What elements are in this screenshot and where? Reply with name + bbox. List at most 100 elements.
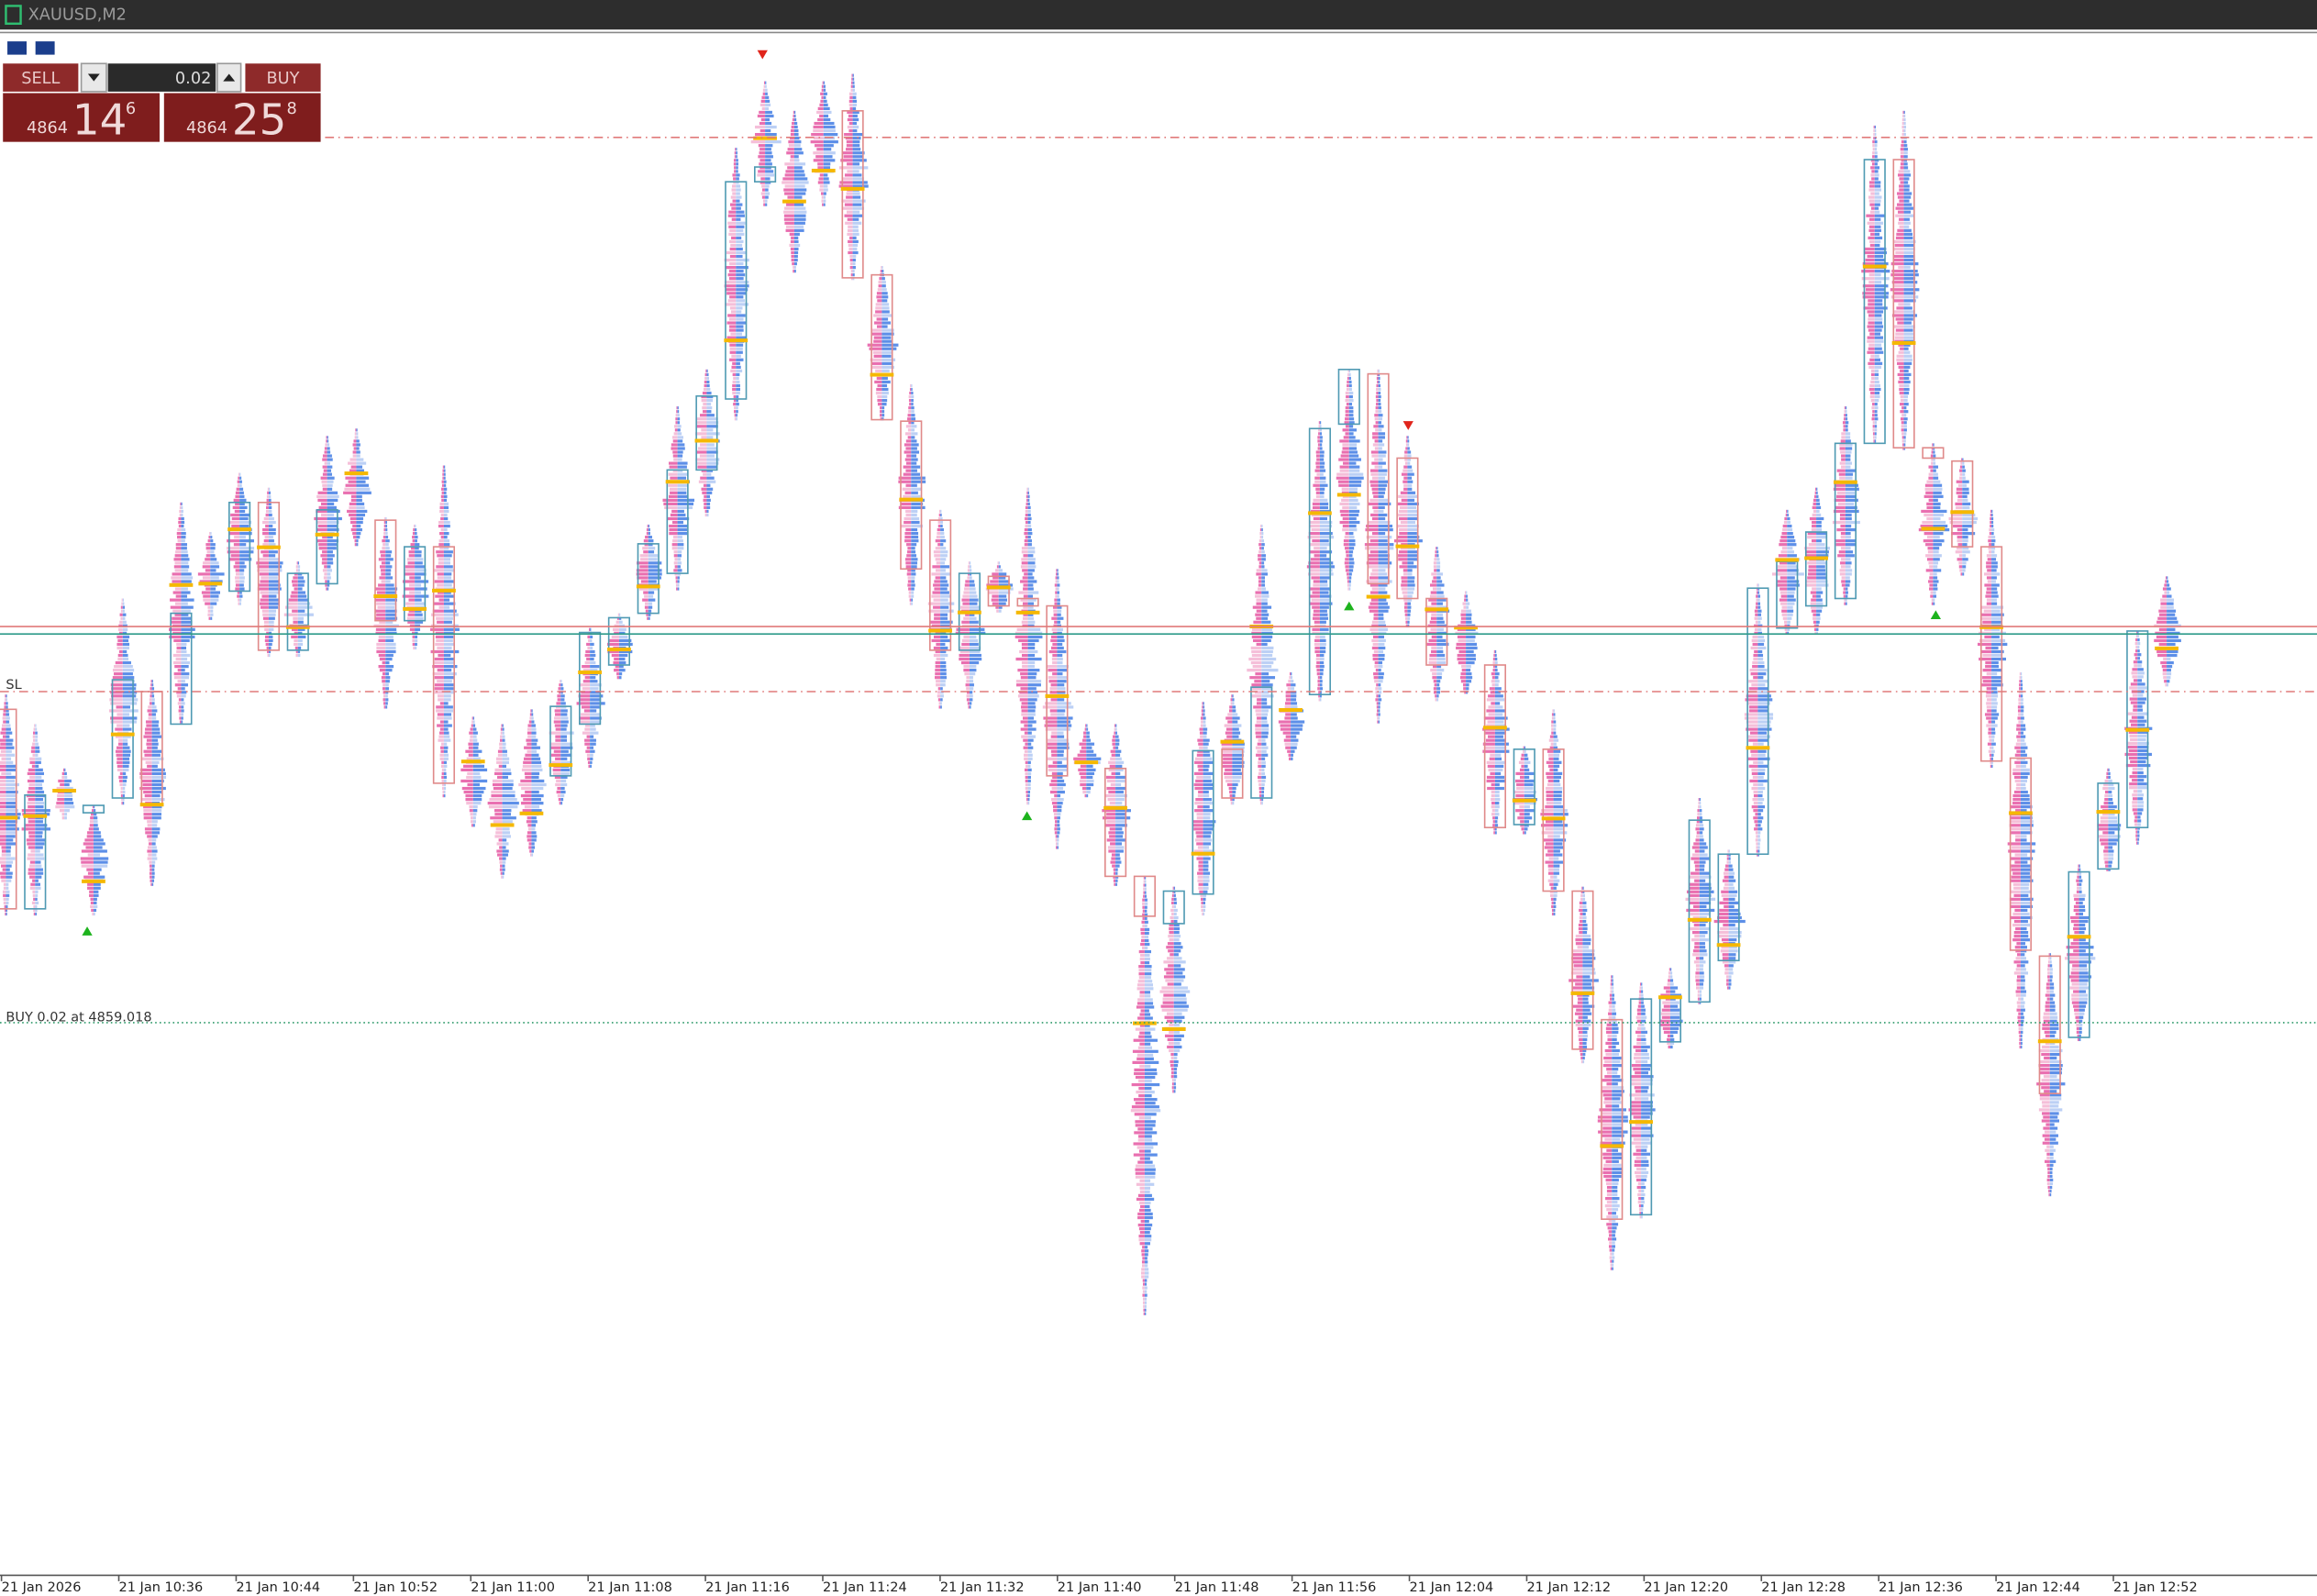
profile-bar [911,425,917,428]
profile-bar [405,565,416,569]
profile-bar [1144,1071,1158,1076]
profile-bar [1226,782,1233,787]
profile-bar [585,649,591,654]
profile-bar [61,816,65,820]
profile-bar [6,702,8,705]
profile-bar [1283,738,1292,742]
profile-bar [1319,487,1325,491]
profile-bar [263,620,269,624]
profile-bar [326,587,327,591]
profile-bar [877,299,882,303]
profile-bar [1436,616,1444,620]
profile-bar [607,649,619,654]
profile-bar [1042,705,1058,709]
profile-bar [1201,713,1203,716]
profile-bar [322,550,327,554]
profile-bar [502,760,510,764]
profile-bar [205,558,211,561]
profile-bar [1144,891,1147,894]
profile-bar [940,598,948,602]
profile-bar [909,602,912,605]
profile-bar [1232,768,1241,771]
profile-bar [179,505,182,510]
profile-bar [1,846,6,849]
profile-bar [560,698,565,702]
profile-bar [1436,587,1442,591]
profile-bar [1261,613,1269,616]
profile-bar [1144,1275,1149,1279]
profile-bar [1027,724,1033,727]
profile-bar [1138,1094,1145,1098]
profile-bar [443,694,451,698]
profile-bar [1317,680,1320,683]
profile-bar [729,306,737,310]
profile-bar [616,676,619,680]
profile-bar [1372,476,1379,480]
profile-bar [706,421,719,425]
profile-bar [33,912,36,916]
profile-bar [706,505,711,510]
profile-bar [969,580,975,583]
profile-bar [385,587,398,591]
profile-bar [122,798,125,802]
profile-bar [1168,949,1174,953]
profile-bar [239,480,242,483]
profile-bar [1348,439,1360,443]
profile-bar [531,713,534,716]
profile-bar [618,631,626,635]
profile-bar [115,749,123,753]
profile-bar [550,753,561,757]
profile-bar [1314,480,1320,483]
toolbar-icon[interactable] [7,41,27,55]
profile-bar [729,325,737,328]
profile-bar [228,520,240,525]
profile-bar [878,281,882,284]
profile-bar [584,738,591,742]
profile-bar [1104,793,1116,798]
toolbar-icon[interactable] [35,41,55,55]
profile-bar [1407,516,1418,521]
profile-bar [823,155,833,159]
profile-bar [64,771,67,776]
profile-bar [3,882,6,886]
profile-bar [736,317,744,321]
profile-bar [1115,816,1131,820]
profile-bar [443,509,449,514]
profile-bar [1169,931,1174,935]
profile-bar [441,480,444,483]
profile-bar [268,649,272,654]
profile-bar [1057,653,1063,658]
profile-bar [1431,602,1437,605]
profile-bar [793,258,798,262]
profile-bar [822,203,824,206]
profile-bar [1027,753,1033,757]
profile-bar [268,509,272,514]
profile-bar [492,782,503,787]
candle [256,487,283,658]
profile-bar [1144,1075,1156,1080]
profile-bar [470,820,473,824]
profile-bar [580,698,591,702]
profile-bar [1394,539,1408,543]
profile-bar [911,569,915,572]
profile-bar [1319,598,1330,602]
profile-bar [935,649,941,654]
profile-bar [580,683,591,687]
profile-bar [353,536,357,539]
profile-bar [1348,436,1356,439]
profile-bar [496,849,503,853]
profile-bar [1057,598,1060,602]
profile-bar [527,742,532,746]
profile-bar [755,133,766,137]
profile-bar [1286,683,1292,687]
profile-bar [442,472,444,476]
profile-bar [415,576,421,580]
profile-bar [261,609,269,613]
profile-bar [112,669,123,672]
profile-bar [791,236,794,239]
profile-bar [1115,742,1120,746]
profile-bar [531,753,539,757]
profile-bar [1144,924,1147,927]
profile-bar [644,605,649,609]
profile-bar [122,757,130,760]
